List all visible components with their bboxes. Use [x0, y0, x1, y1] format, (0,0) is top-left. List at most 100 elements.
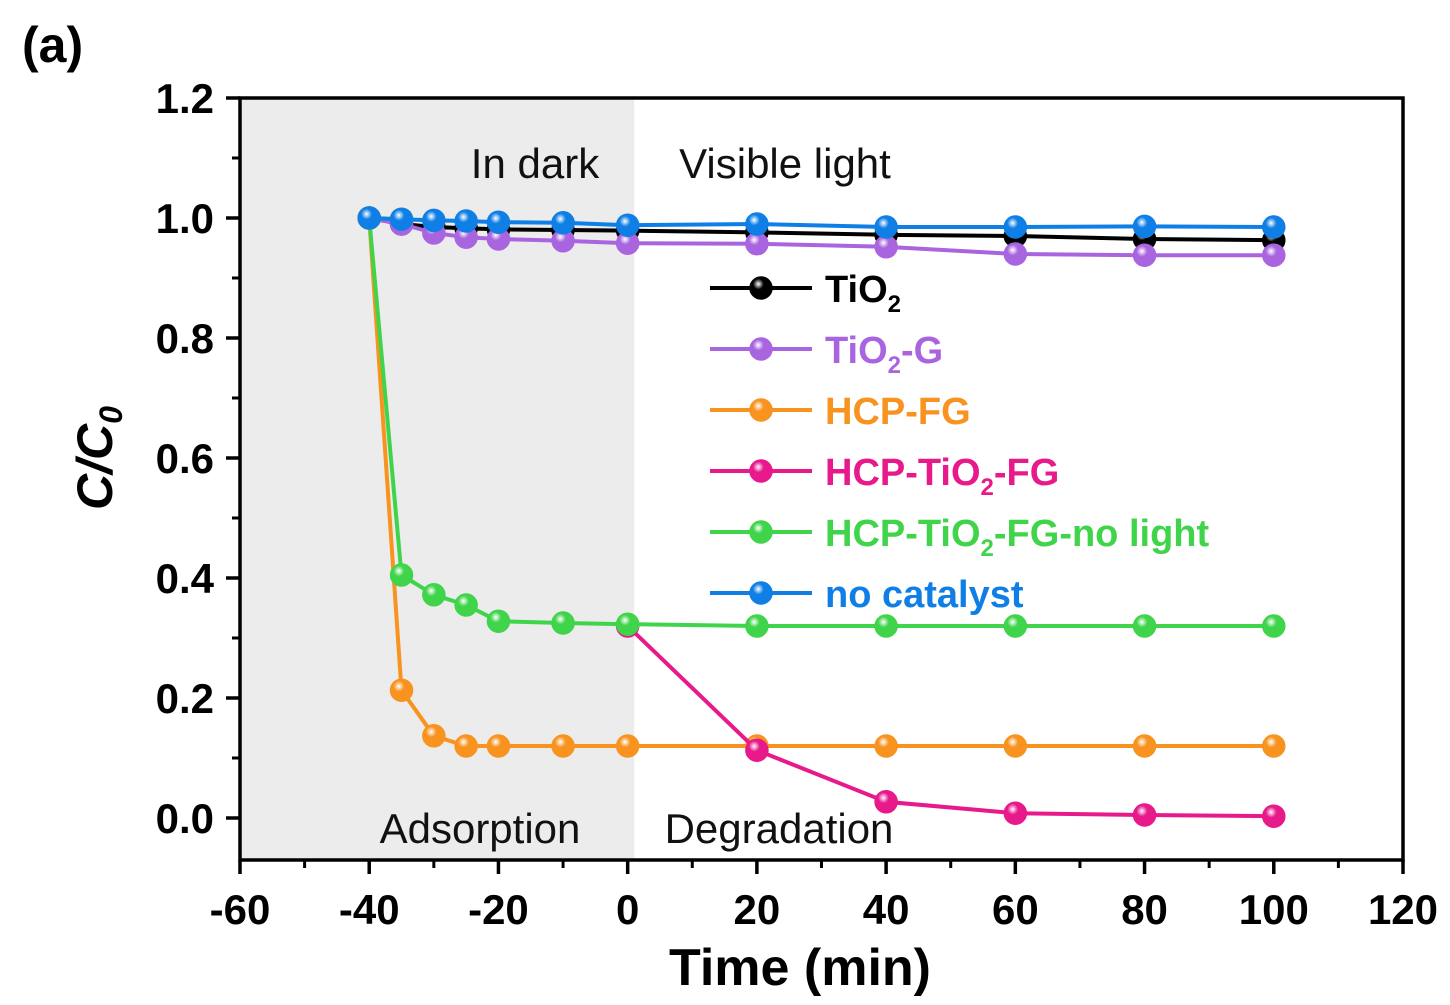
series-hcpfg: [357, 206, 1286, 758]
data-point-hcpfg-9: [1003, 734, 1028, 758]
legend-marker-tio2: [749, 276, 773, 300]
legend-label-name-tio2g: TiO: [825, 330, 888, 372]
x-axis-label: Time (min): [669, 939, 931, 997]
panel-label: (a): [22, 17, 83, 73]
series-tio2g: [357, 206, 1286, 267]
data-point-nolight-3: [454, 593, 478, 617]
data-point-nocat-9: [1003, 215, 1028, 239]
annotations: In dark Visible light Adsorption Degrada…: [380, 140, 894, 852]
x-tick-label-1: -40: [339, 886, 400, 933]
data-point-hcpfg-5: [551, 734, 575, 758]
legend-entry-tio2g: TiO2-G: [710, 330, 943, 379]
legend-label-hcptio2fg: HCP-TiO2-FG: [825, 452, 1059, 501]
data-point-hcptio2fg-8: [874, 790, 898, 814]
legend-entry-tio2: TiO2: [710, 269, 901, 318]
legend-label-hcpfg: HCP-FG: [825, 391, 971, 433]
series-line-hcptio2fg: [626, 624, 1274, 819]
annotation-adsorption: Adsorption: [380, 805, 581, 852]
series-hcptio2fg: [615, 614, 1286, 828]
data-point-hcpfg-1: [389, 678, 414, 702]
data-point-nocat-6: [615, 213, 640, 237]
data-point-nolight-1: [389, 563, 414, 587]
data-point-hcpfg-3: [454, 734, 478, 758]
y-axis-label-main: C/C: [67, 423, 123, 510]
legend-label-sub-tio2: 2: [888, 291, 901, 318]
legend-label-name-nocat: no catalyst: [825, 574, 1024, 616]
legend-marker-hcpfg: [749, 398, 773, 422]
x-tick-label-8: 100: [1239, 886, 1309, 933]
annotation-in-dark: In dark: [471, 140, 600, 187]
y-tick-label-1: 0.2: [156, 675, 214, 722]
legend-marker-tio2g: [749, 337, 773, 361]
data-point-hcpfg-8: [874, 734, 898, 758]
data-point-nolight-11: [1262, 614, 1286, 638]
data-point-nocat-7: [745, 212, 769, 236]
y-axis-label-sub: 0: [93, 406, 129, 424]
data-point-hcpfg-6: [615, 734, 640, 758]
data-point-hcpfg-2: [422, 724, 446, 748]
legend-entry-hcpfg: HCP-FG: [710, 391, 971, 433]
legend-entry-nocat: no catalyst: [710, 574, 1024, 616]
data-point-tio2g-7: [745, 232, 769, 256]
data-point-nolight-10: [1132, 614, 1157, 638]
legend-entry-hcptio2fg: HCP-TiO2-FG: [710, 452, 1059, 501]
data-point-hcptio2fg-7: [745, 738, 769, 762]
x-tick-label-9: 120: [1368, 886, 1438, 933]
data-point-nolight-7: [745, 614, 769, 638]
legend-label-tio2g: TiO2-G: [825, 330, 943, 379]
data-point-nocat-5: [551, 211, 575, 235]
legend-label-nocat: no catalyst: [825, 574, 1024, 616]
x-tick-label-7: 80: [1121, 886, 1168, 933]
x-tick-label-6: 60: [992, 886, 1039, 933]
data-point-nocat-8: [874, 215, 898, 239]
data-point-tio2g-9: [1003, 242, 1028, 266]
legend-label-name-hcptio2fg: HCP-TiO: [825, 452, 981, 494]
data-point-hcptio2fg-11: [1262, 804, 1286, 828]
legend-marker-nolight: [749, 520, 773, 544]
data-point-hcpfg-4: [486, 734, 511, 758]
x-tick-label-5: 40: [863, 886, 910, 933]
x-tick-label-3: 0: [616, 886, 639, 933]
data-point-hcpfg-10: [1132, 734, 1157, 758]
y-tick-label-0: 0.0: [156, 795, 214, 842]
x-tick-label-0: -60: [210, 886, 271, 933]
annotation-degradation: Degradation: [665, 805, 894, 852]
legend-label-name-nolight: HCP-TiO: [825, 513, 981, 555]
legend-label-sub-nolight: 2: [981, 535, 994, 562]
data-point-nocat-4: [486, 210, 511, 234]
data-point-nolight-5: [551, 611, 575, 635]
legend-label-suffix-tio2g: -G: [901, 330, 943, 372]
legend-marker-hcptio2fg: [749, 459, 773, 483]
axes: -60 -40 -20 0 20 40 60 80 100 120 0.0 0.2 0.4 0.6 0.8 1…: [156, 75, 1438, 933]
data-point-nocat-2: [422, 208, 446, 233]
legend-label-tio2: TiO2: [825, 269, 901, 318]
data-point-hcpfg-11: [1262, 734, 1286, 758]
annotation-visible-light: Visible light: [679, 140, 891, 187]
y-tick-label-2: 0.4: [156, 555, 215, 602]
data-point-tio2g-11: [1262, 243, 1286, 267]
legend-entry-nolight: HCP-TiO2-FG-no light: [710, 513, 1209, 562]
data-point-nolight-4: [486, 609, 511, 633]
series-nocat: [357, 206, 1286, 239]
legend-label-nolight: HCP-TiO2-FG-no light: [825, 513, 1209, 562]
legend-label-sub-hcptio2fg: 2: [981, 474, 994, 501]
data-point-nocat-11: [1262, 215, 1286, 239]
x-tick-label-4: 20: [734, 886, 781, 933]
data-point-hcptio2fg-10: [1132, 803, 1157, 827]
legend: TiO2TiO2-GHCP-FGHCP-TiO2-FGHCP-TiO2-FG-n…: [710, 269, 1209, 616]
legend-label-name-tio2: TiO: [825, 269, 888, 311]
series-group: [357, 206, 1286, 828]
y-tick-label-6: 1.2: [156, 75, 214, 122]
data-point-nolight-8: [874, 614, 898, 638]
y-tick-label-3: 0.6: [156, 435, 214, 482]
legend-label-suffix-hcptio2fg: -FG: [994, 452, 1059, 494]
data-point-nocat-10: [1132, 214, 1157, 239]
data-point-nocat-0: [357, 206, 381, 230]
data-point-nolight-2: [422, 583, 446, 607]
data-point-nocat-1: [389, 207, 414, 231]
data-point-nolight-9: [1003, 614, 1028, 638]
legend-marker-nocat: [749, 581, 773, 605]
legend-label-sub-tio2g: 2: [888, 352, 901, 379]
